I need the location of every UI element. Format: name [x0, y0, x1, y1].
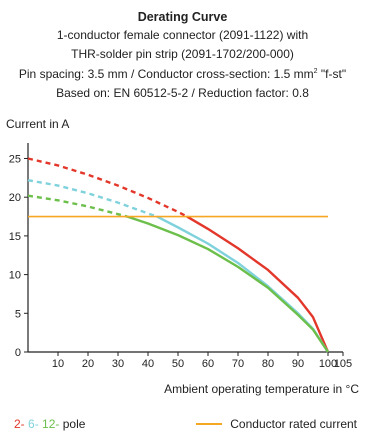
- y-tick-label: 15: [9, 231, 21, 243]
- legend-pole-12: 12-: [42, 417, 60, 431]
- series-6-pole-dashed: [27, 178, 158, 218]
- x-tick-label: 80: [262, 358, 274, 370]
- chart-header: Derating Curve 1-conductor female connec…: [0, 8, 365, 102]
- chart-title: Derating Curve: [137, 10, 228, 24]
- x-tick-label: 40: [142, 358, 154, 370]
- legend-rated-current-label: Conductor rated current: [230, 417, 357, 431]
- x-tick-label: 70: [232, 358, 244, 370]
- series-12-pole-solid: [126, 215, 329, 353]
- legend-poles: 2- 6- 12- pole: [14, 417, 85, 431]
- subtitle-line-4: Based on: EN 60512-5-2 / Reduction facto…: [56, 85, 309, 100]
- legend-rated-current: Conductor rated current: [196, 417, 357, 431]
- series-lines: [27, 157, 330, 353]
- y-tick-label: 0: [15, 347, 21, 359]
- legend-rated-current-swatch: [196, 423, 223, 425]
- subtitle-line-3-tail: "f-st": [317, 67, 347, 81]
- x-tick-label: 10: [52, 358, 64, 370]
- series-2-pole-dashed: [27, 157, 188, 218]
- x-tick-label: 50: [172, 358, 184, 370]
- y-tick-label: 25: [9, 153, 21, 165]
- x-tick-label: 105: [334, 358, 352, 370]
- y-tick-label: 10: [9, 270, 21, 282]
- x-axis-label: Ambient operating temperature in °C: [164, 382, 359, 396]
- y-tick-label: 5: [15, 308, 21, 320]
- legend-pole-2: 2-: [14, 417, 25, 431]
- x-tick-label: 60: [202, 358, 214, 370]
- legend-pole-6: 6-: [28, 417, 39, 431]
- x-tick-label: 90: [292, 358, 304, 370]
- series-12-pole-dashed: [27, 194, 128, 218]
- y-axis-label: Current in A: [6, 117, 69, 131]
- axes: [27, 143, 343, 353]
- x-tick-label: 30: [112, 358, 124, 370]
- x-tick-label: 100: [319, 358, 337, 370]
- x-tick-label: 20: [82, 358, 94, 370]
- subtitle-line-3-main: Pin spacing: 3.5 mm / Conductor cross-se…: [18, 67, 314, 81]
- legend-pole-suffix: pole: [62, 417, 86, 431]
- subtitle-line-1: 1-conductor female connector (2091-1122)…: [56, 28, 309, 42]
- series-2-pole-solid: [186, 215, 330, 353]
- subtitle-line-3: Pin spacing: 3.5 mm / Conductor cross-se…: [0, 63, 365, 84]
- y-tick-label: 20: [9, 192, 21, 204]
- subtitle-line-3-superscript: 2: [313, 68, 318, 75]
- subtitle-line-2: THR-solder pin strip (2091-1702/200-000): [71, 46, 294, 61]
